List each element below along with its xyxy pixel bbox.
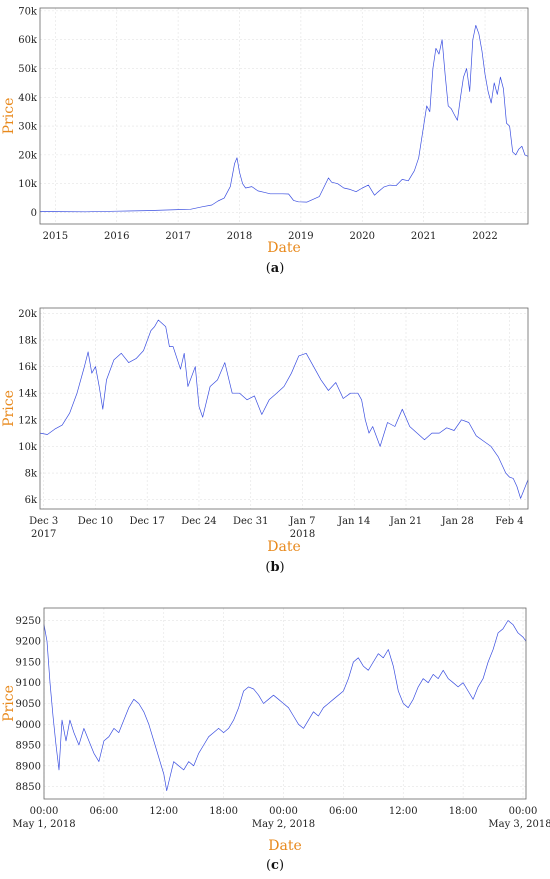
y-tick-label: 20k (18, 150, 38, 161)
y-tick-label: 8850 (16, 782, 41, 793)
x-tick-label: 06:00 (89, 806, 118, 817)
x-tick-label: 00:00 (30, 806, 59, 817)
y-tick-label: 9100 (16, 678, 41, 689)
x-tick-label: 2022 (472, 231, 497, 242)
x-tick-label: 06:00 (329, 806, 358, 817)
panel-caption: (b) (265, 560, 284, 575)
x-tick-sublabel: May 2, 2018 (252, 819, 315, 830)
panel-caption: (a) (266, 261, 285, 276)
x-tick-sublabel: 2017 (31, 529, 56, 540)
y-tick-label: 9150 (16, 657, 41, 668)
panel-caption: (c) (266, 858, 284, 873)
y-tick-label: 18k (18, 335, 38, 346)
x-tick-label: 12:00 (389, 806, 418, 817)
x-axis-label: Date (268, 838, 301, 854)
plot-frame (43, 607, 527, 800)
y-tick-label: 70k (18, 6, 38, 17)
x-tick-sublabel: 2018 (290, 529, 315, 540)
x-tick-label: 2018 (227, 231, 252, 242)
y-axis-label: Price (1, 98, 17, 135)
y-tick-label: 50k (18, 64, 38, 75)
y-axis-label: Price (1, 390, 17, 427)
y-tick-label: 40k (18, 93, 38, 104)
x-tick-label: Dec 17 (129, 516, 164, 527)
x-tick-label: Dec 31 (233, 516, 268, 527)
y-tick-label: 10k (18, 442, 38, 453)
x-tick-label: 00:00 (269, 806, 298, 817)
price-series-line (39, 24, 529, 213)
y-tick-label: 12k (18, 415, 38, 426)
x-tick-label: Dec 10 (78, 516, 113, 527)
x-tick-label: Jan 28 (441, 516, 474, 527)
chart-panel-a: 0 10k 20k 30k 40k 50k 60k 70k 2015 2016 2017 2018 20… (1, 6, 529, 276)
chart-panel-b: 6k 8k 10k 12k 14k 16k 18k 20k Dec 3 2017 Dec 10 Dec… (1, 307, 529, 575)
y-tick-label: 8900 (16, 761, 41, 772)
x-tick-label: 18:00 (449, 806, 478, 817)
x-tick-label: 12:00 (149, 806, 178, 817)
x-tick-label: Jan 14 (337, 516, 370, 527)
x-tick-label: 00:00 (509, 806, 538, 817)
x-tick-label: Jan 21 (389, 516, 422, 527)
y-tick-label: 20k (18, 309, 38, 320)
price-series-line (39, 319, 529, 499)
x-tick-sublabel: May 1, 2018 (12, 819, 75, 830)
x-tick-label: Dec 3 (29, 516, 58, 527)
y-tick-label: 60k (18, 35, 38, 46)
x-tick-label: 2016 (104, 231, 129, 242)
y-tick-label: 8950 (16, 741, 41, 752)
x-tick-label: 2017 (165, 231, 190, 242)
x-tick-label: 18:00 (209, 806, 238, 817)
x-axis-label: Date (267, 240, 300, 256)
x-tick-label: 2015 (43, 231, 68, 242)
y-tick-label: 0 (31, 208, 37, 219)
plot-frame (39, 307, 529, 510)
price-series-line (43, 620, 527, 792)
y-tick-label: 8k (25, 469, 38, 480)
x-tick-label: 2021 (411, 231, 436, 242)
x-axis-label: Date (267, 539, 300, 555)
y-tick-label: 6k (25, 495, 38, 506)
x-tick-label: Jan 7 (289, 516, 316, 527)
y-tick-label: 9050 (16, 699, 41, 710)
y-axis-label: Price (1, 685, 17, 722)
y-tick-label: 9250 (16, 616, 41, 627)
y-tick-label: 14k (18, 389, 38, 400)
y-tick-label: 30k (18, 122, 38, 133)
y-tick-label: 10k (18, 179, 38, 190)
x-tick-label: Feb 4 (495, 516, 523, 527)
x-tick-sublabel: May 3, 2018 (488, 819, 550, 830)
y-tick-label: 9000 (16, 720, 41, 731)
x-tick-label: Dec 24 (181, 516, 216, 527)
chart-panel-c: 8850 8900 8950 9000 9050 9100 9150 9200 9250 00:0… (1, 607, 550, 873)
x-tick-label: 2019 (288, 231, 313, 242)
y-tick-label: 16k (18, 362, 38, 373)
y-tick-label: 9200 (16, 637, 41, 648)
x-tick-label: 2020 (350, 231, 375, 242)
plot-frame (39, 7, 529, 225)
